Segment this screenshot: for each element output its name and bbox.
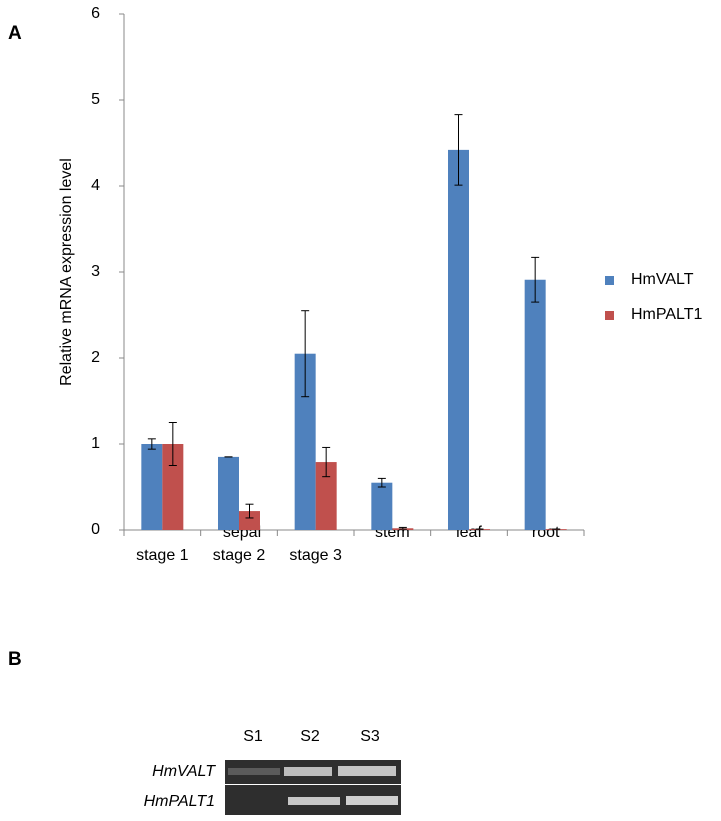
gel-band xyxy=(228,768,280,775)
gel-band xyxy=(284,767,332,776)
bar xyxy=(448,149,469,530)
x-tick-label: stage 1 xyxy=(136,547,189,564)
legend-swatch xyxy=(605,311,614,320)
bar xyxy=(294,353,316,530)
gene-label: HmPALT1 xyxy=(144,793,215,810)
lane-label: S2 xyxy=(300,728,320,745)
legend-label: HmVALT xyxy=(631,271,694,288)
gel-band xyxy=(288,797,340,805)
bar xyxy=(141,444,163,530)
x-tick-label: stage 3 xyxy=(289,547,342,564)
panel-label: A xyxy=(8,23,22,44)
legend-swatch xyxy=(605,276,614,285)
legend-label: HmPALT1 xyxy=(631,306,703,323)
y-tick-label: 5 xyxy=(91,91,100,108)
x-tick-label: stage 2 xyxy=(213,547,266,564)
y-tick-label: 4 xyxy=(91,177,100,194)
bar xyxy=(218,456,239,530)
panel-label: B xyxy=(8,649,22,670)
y-axis-label: Relative mRNA expression level xyxy=(58,158,75,386)
gel-band xyxy=(346,796,398,805)
gene-label: HmVALT xyxy=(152,763,216,780)
y-tick-label: 1 xyxy=(91,435,100,452)
lane-label: S1 xyxy=(243,728,263,745)
lane-label: S3 xyxy=(360,728,380,745)
bar xyxy=(315,462,337,530)
y-tick-label: 0 xyxy=(91,521,100,538)
bar xyxy=(239,511,260,530)
bar xyxy=(162,444,184,530)
bar xyxy=(524,279,546,530)
bar xyxy=(371,482,393,530)
y-tick-label: 2 xyxy=(91,349,100,366)
gel-band xyxy=(338,766,396,776)
y-tick-label: 6 xyxy=(91,5,100,22)
y-tick-label: 3 xyxy=(91,263,100,280)
